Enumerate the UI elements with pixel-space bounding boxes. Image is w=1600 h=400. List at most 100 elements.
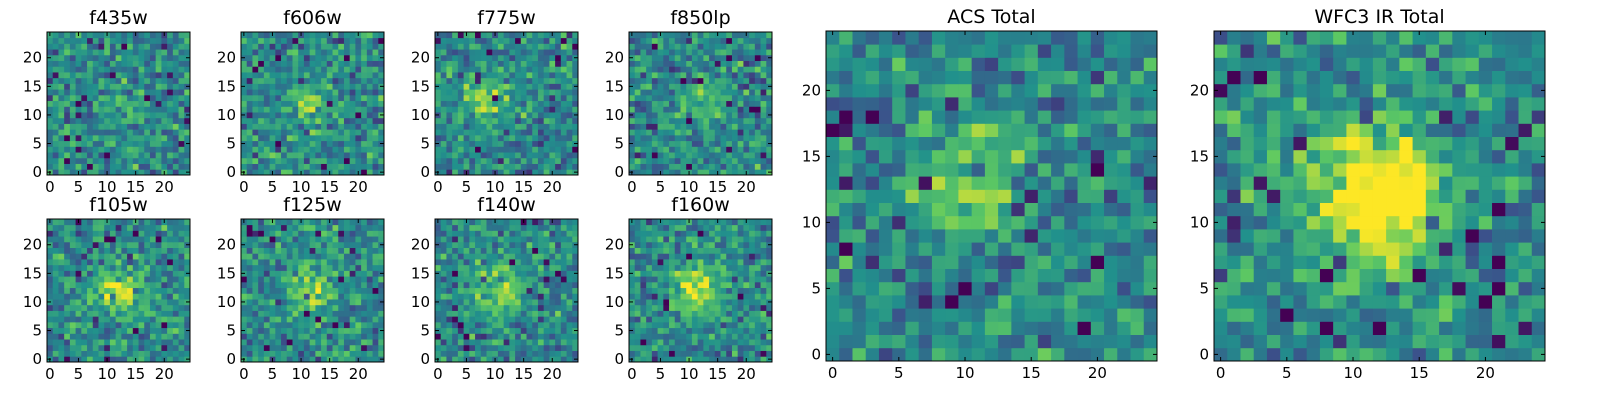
heatmap-cell <box>572 287 579 294</box>
heatmap-cell <box>355 112 362 119</box>
heatmap-cell <box>321 43 328 50</box>
heatmap-cell <box>452 152 459 159</box>
heatmap-cell <box>303 327 311 334</box>
heatmap-cell <box>686 327 693 334</box>
heatmap-cell <box>754 316 761 323</box>
heatmap-cell <box>81 152 88 159</box>
heatmap-cell <box>121 112 128 119</box>
heatmap-cell <box>246 77 253 84</box>
heatmap-cell <box>355 293 362 300</box>
heatmap-cell <box>167 219 174 226</box>
heatmap-cell <box>138 49 145 56</box>
heatmap-cell <box>555 281 562 289</box>
heatmap-cell <box>178 230 185 237</box>
heatmap-cell <box>372 321 379 329</box>
heatmap-cell <box>144 32 151 39</box>
heatmap-cell <box>555 253 562 260</box>
heatmap-cell <box>167 77 174 84</box>
heatmap-cell <box>366 270 373 277</box>
heatmap-cell <box>640 117 647 124</box>
heatmap-cell <box>686 123 693 130</box>
heatmap-cell <box>440 333 447 340</box>
heatmap-image <box>47 32 191 176</box>
heatmap-cell <box>241 157 248 164</box>
heatmap-cell <box>555 106 562 113</box>
heatmap-cell <box>475 310 482 317</box>
heatmap-cell <box>366 134 373 142</box>
heatmap-cell <box>520 157 527 164</box>
heatmap-cell <box>651 123 658 130</box>
heatmap-cell <box>64 236 71 243</box>
heatmap-cell <box>258 32 265 39</box>
heatmap-cell <box>58 230 65 237</box>
heatmap-cell <box>663 276 670 283</box>
heatmap-cell <box>104 106 111 113</box>
heatmap-cell <box>497 77 505 84</box>
heatmap-cell <box>480 100 487 107</box>
heatmap-cell <box>252 94 259 102</box>
heatmap-cell <box>657 350 664 357</box>
heatmap-cell <box>366 264 373 271</box>
heatmap-cell <box>749 49 756 56</box>
heatmap-cell <box>361 134 368 142</box>
heatmap-cell <box>155 140 162 147</box>
heatmap-cell <box>81 264 88 271</box>
heatmap-cell <box>127 37 134 44</box>
heatmap-cell <box>115 37 122 44</box>
heatmap-cell <box>532 134 539 142</box>
heatmap-cell <box>760 299 767 306</box>
heatmap-cell <box>566 134 573 142</box>
heatmap-cell <box>138 230 145 237</box>
heatmap-cell <box>355 299 362 306</box>
heatmap-cell <box>115 89 122 96</box>
heatmap-cell <box>184 230 191 237</box>
heatmap-cell <box>475 37 482 44</box>
heatmap-cell <box>532 339 539 346</box>
heatmap-cell <box>258 270 265 277</box>
heatmap-cell <box>263 100 270 107</box>
heatmap-cell <box>309 230 316 237</box>
heatmap-cell <box>435 152 442 159</box>
heatmap-cell <box>560 241 567 248</box>
heatmap-cell <box>138 54 145 61</box>
heatmap-cell <box>355 224 362 231</box>
heatmap-cell <box>178 146 185 153</box>
heatmap-cell <box>691 304 699 311</box>
heatmap-cell <box>184 339 191 346</box>
heatmap-cell <box>69 94 76 102</box>
heatmap-cell <box>121 140 128 147</box>
panel-title: f105w <box>89 194 148 216</box>
heatmap-cell <box>680 77 687 84</box>
heatmap-cell <box>663 304 670 311</box>
heatmap-cell <box>372 169 379 176</box>
heatmap-cell <box>47 253 54 260</box>
heatmap-cell <box>674 163 681 170</box>
heatmap-cell <box>332 310 339 317</box>
heatmap-cell <box>326 72 333 79</box>
heatmap-cell <box>326 163 333 170</box>
heatmap-cell <box>629 72 636 79</box>
heatmap-cell <box>58 276 65 283</box>
heatmap-cell <box>378 77 385 84</box>
heatmap-cell <box>560 146 567 153</box>
heatmap-cell <box>726 77 733 84</box>
heatmap-cell <box>549 276 556 283</box>
heatmap-cell <box>663 163 670 170</box>
heatmap-cell <box>680 152 687 159</box>
heatmap-cell <box>241 230 248 237</box>
heatmap-cell <box>92 152 99 159</box>
heatmap-cell <box>703 72 710 79</box>
heatmap-cell <box>246 281 253 289</box>
heatmap-cell <box>155 152 162 159</box>
heatmap-cell <box>703 304 710 311</box>
heatmap-cell <box>309 146 316 153</box>
heatmap-cell <box>64 163 71 170</box>
heatmap-cell <box>372 89 379 96</box>
heatmap-cell <box>372 230 379 237</box>
heatmap-cell <box>292 37 299 44</box>
heatmap-cell <box>697 287 704 294</box>
heatmap-cell <box>241 264 248 271</box>
heatmap-cell <box>566 100 573 107</box>
heatmap-cell <box>640 72 647 79</box>
heatmap-cell <box>503 224 510 231</box>
